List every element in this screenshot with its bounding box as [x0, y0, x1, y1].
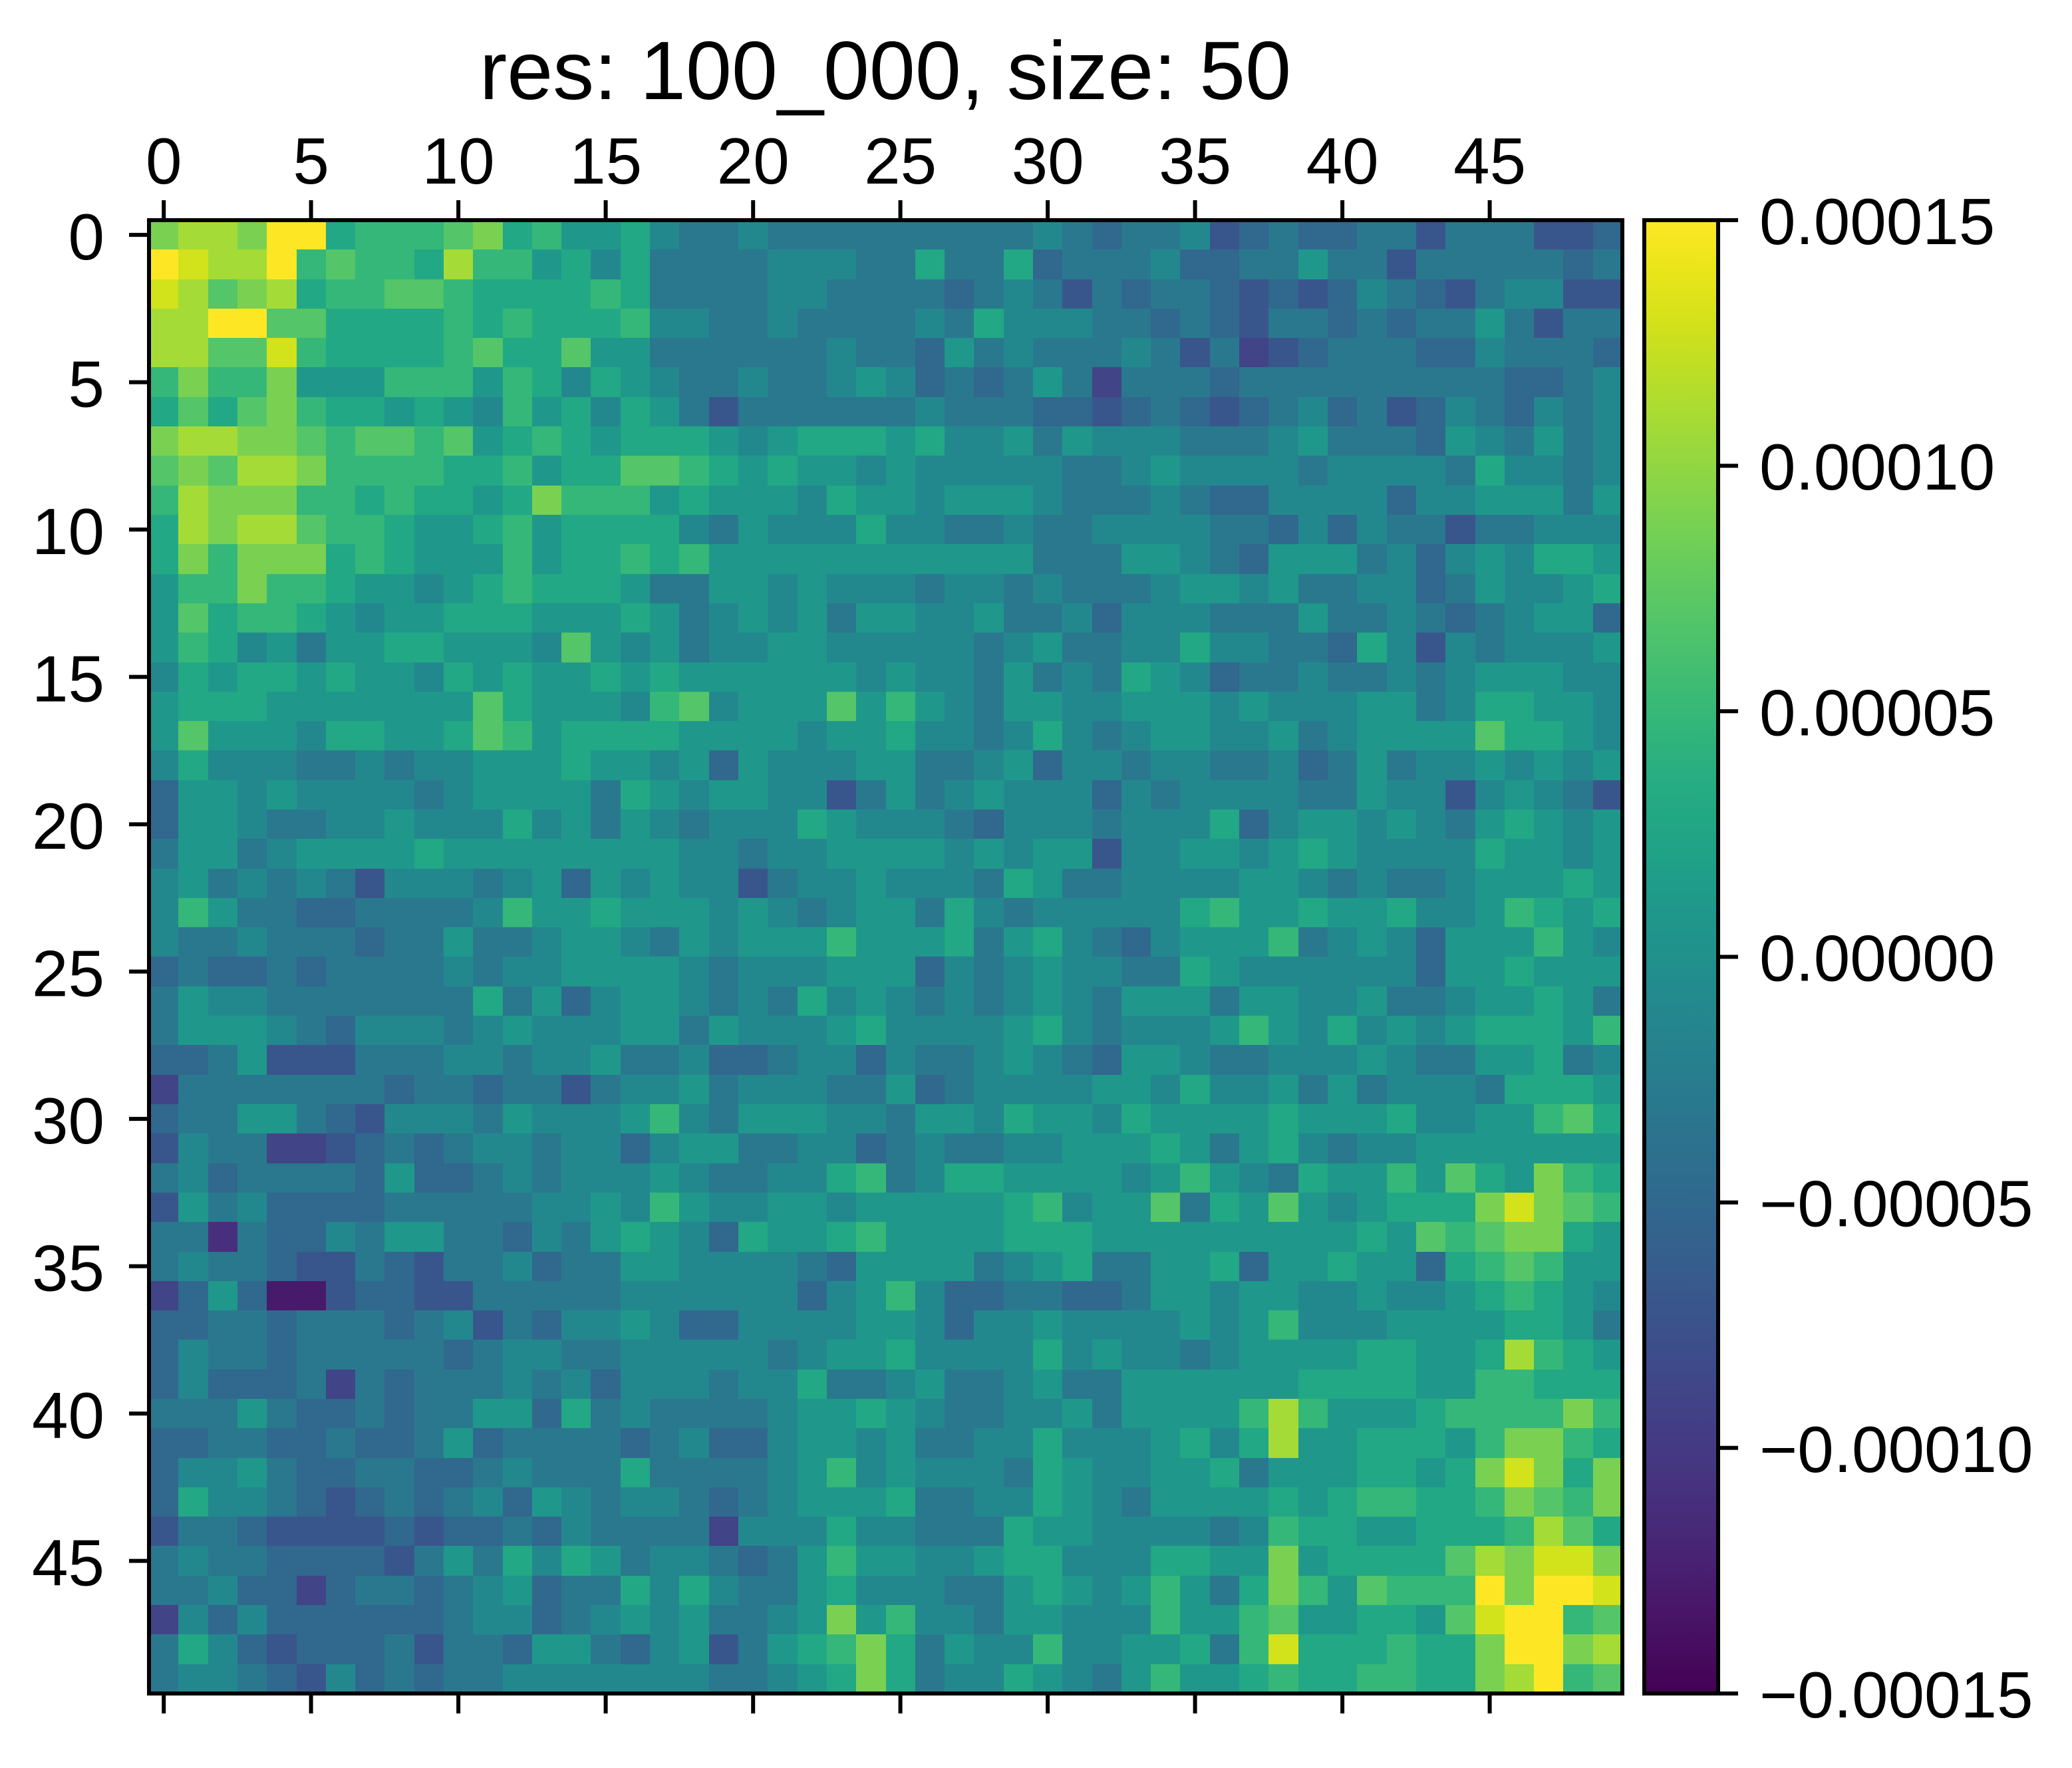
svg-text:40: 40 — [1306, 124, 1379, 198]
svg-text:−0.00015: −0.00015 — [1759, 1658, 2033, 1731]
svg-text:0.00000: 0.00000 — [1759, 922, 1995, 995]
svg-text:−0.00010: −0.00010 — [1759, 1413, 2033, 1486]
svg-text:res: 100_000, size: 50: res: 100_000, size: 50 — [480, 25, 1291, 117]
svg-text:30: 30 — [32, 1084, 104, 1157]
svg-text:10: 10 — [32, 495, 104, 568]
svg-text:25: 25 — [864, 124, 937, 198]
svg-text:0.00010: 0.00010 — [1759, 430, 1995, 504]
svg-text:0.00005: 0.00005 — [1759, 676, 1995, 749]
svg-text:20: 20 — [717, 124, 790, 198]
svg-text:15: 15 — [569, 124, 642, 198]
svg-text:40: 40 — [32, 1379, 104, 1452]
svg-text:0: 0 — [68, 200, 104, 273]
svg-text:−0.00005: −0.00005 — [1759, 1167, 2033, 1241]
svg-text:15: 15 — [32, 643, 104, 716]
svg-text:35: 35 — [32, 1232, 104, 1305]
svg-text:45: 45 — [32, 1527, 104, 1600]
svg-text:0.00015: 0.00015 — [1759, 185, 1995, 258]
svg-text:35: 35 — [1159, 124, 1231, 198]
svg-text:5: 5 — [68, 348, 104, 421]
svg-text:20: 20 — [32, 790, 104, 863]
svg-text:10: 10 — [422, 124, 495, 198]
svg-text:0: 0 — [146, 124, 182, 198]
svg-text:25: 25 — [32, 937, 104, 1010]
svg-text:5: 5 — [293, 124, 329, 198]
svg-text:45: 45 — [1453, 124, 1526, 198]
svg-text:30: 30 — [1012, 124, 1084, 198]
